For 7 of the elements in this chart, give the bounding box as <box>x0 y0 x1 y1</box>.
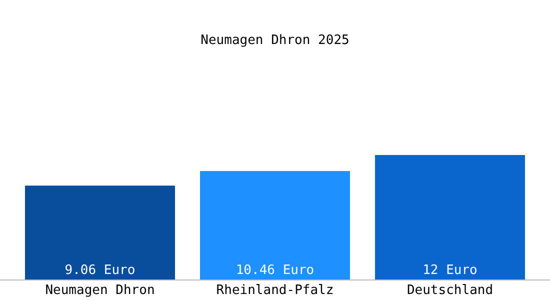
x-tick-label: Rheinland-Pfalz <box>216 283 334 298</box>
data-label: 10.46 Euro <box>236 263 314 278</box>
x-tick-label: Deutschland <box>406 283 494 298</box>
x-tick-label: Neumagen Dhron <box>45 283 155 298</box>
data-label: 12 Euro <box>422 263 478 278</box>
data-label: 9.06 Euro <box>64 263 136 278</box>
chart-title: Neumagen Dhron 2025 <box>200 33 350 48</box>
